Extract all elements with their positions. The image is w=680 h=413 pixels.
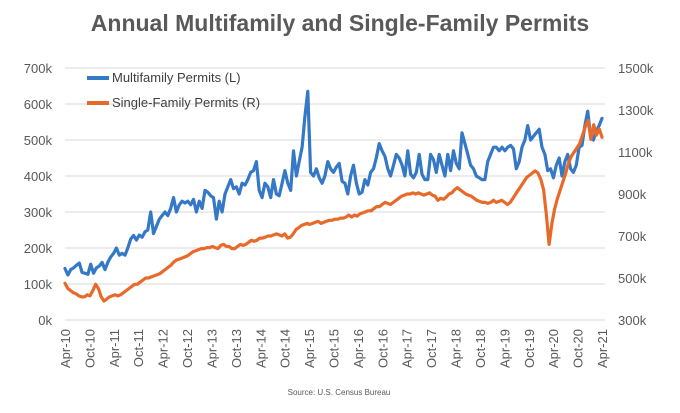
right-tick-label: 700k — [618, 229, 647, 244]
left-axis-ticks: 0k 100k 200k 300k 400k 500k 600k 700k — [24, 61, 53, 328]
x-tick-label: Apr-18 — [449, 329, 464, 368]
right-axis-ticks: 300k 500k 700k 900k 1100k 1300k 1500k — [618, 61, 654, 328]
right-tick-label: 1300k — [618, 103, 654, 118]
left-tick-label: 100k — [24, 277, 53, 292]
right-tick-label: 500k — [618, 271, 647, 286]
x-tick-label: Oct-10 — [82, 329, 97, 368]
left-tick-label: 300k — [24, 205, 53, 220]
left-tick-label: 600k — [24, 97, 53, 112]
legend: Multifamily Permits (L) Single-Family Pe… — [87, 70, 260, 110]
left-tick-label: 500k — [24, 133, 53, 148]
x-tick-label: Apr-20 — [546, 329, 561, 368]
x-tick-label: Apr-17 — [400, 329, 415, 368]
x-tick-label: Apr-14 — [253, 329, 268, 368]
x-tick-label: Oct-20 — [571, 329, 586, 368]
x-tick-label: Oct-19 — [522, 329, 537, 368]
chart-title: Annual Multifamily and Single-Family Per… — [91, 10, 589, 36]
x-tick-label: Oct-11 — [131, 329, 146, 367]
left-tick-label: 0k — [38, 313, 52, 328]
x-tick-label: Oct-15 — [327, 329, 342, 368]
right-tick-label: 300k — [618, 313, 647, 328]
x-tick-label: Oct-14 — [278, 329, 293, 368]
grid-lines — [65, 67, 605, 321]
single-family-series-line — [63, 118, 604, 303]
source-note: Source: U.S. Census Bureau — [288, 388, 391, 397]
x-tick-label: Apr-15 — [302, 329, 317, 368]
multifamily-series-line — [63, 89, 604, 277]
x-tick-label: Oct-13 — [229, 329, 244, 368]
x-axis-ticks: Apr-10 Oct-10 Apr-11 Oct-11 Apr-12 Oct-12 Apr-… — [58, 329, 610, 368]
x-tick-label: Apr-13 — [204, 329, 219, 368]
x-tick-label: Apr-10 — [58, 329, 73, 368]
x-tick-label: Apr-16 — [351, 329, 366, 368]
series-lines — [63, 89, 604, 303]
x-tick-label: Oct-16 — [375, 329, 390, 368]
x-tick-label: Oct-17 — [424, 329, 439, 368]
right-tick-label: 1500k — [618, 61, 654, 76]
left-tick-label: 200k — [24, 241, 53, 256]
x-tick-label: Apr-12 — [156, 329, 171, 368]
x-tick-label: Oct-18 — [473, 329, 488, 368]
right-tick-label: 900k — [618, 187, 647, 202]
x-tick-label: Oct-12 — [180, 329, 195, 368]
legend-label-multifamily: Multifamily Permits (L) — [112, 70, 241, 85]
legend-label-single-family: Single-Family Permits (R) — [112, 95, 260, 110]
left-tick-label: 400k — [24, 169, 53, 184]
x-tick-label: Apr-19 — [497, 329, 512, 368]
x-tick-label: Apr-21 — [595, 329, 610, 368]
right-tick-label: 1100k — [618, 145, 653, 160]
x-tick-label: Apr-11 — [107, 329, 122, 367]
left-tick-label: 700k — [24, 61, 53, 76]
